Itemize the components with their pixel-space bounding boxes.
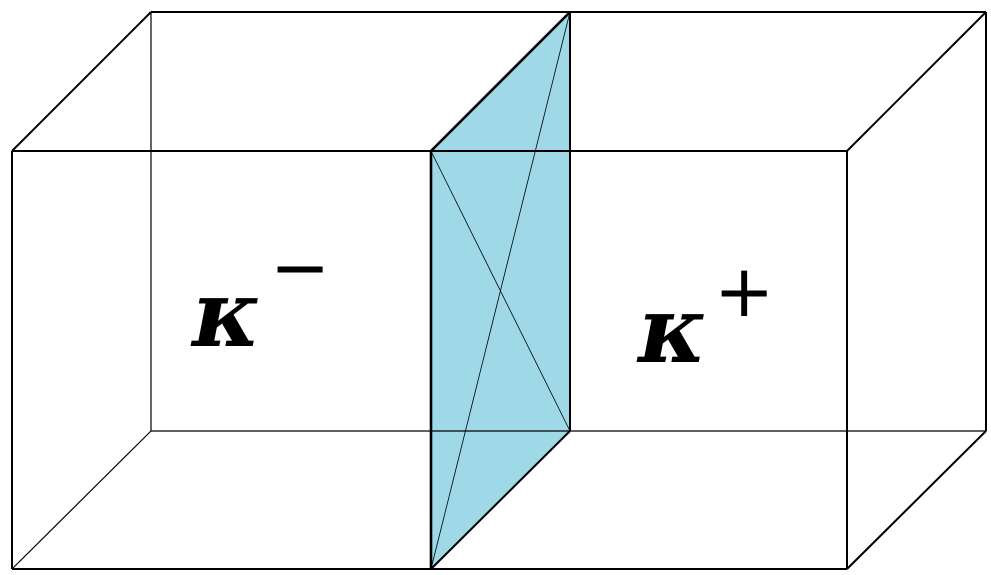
label-kappa-plus: κ + bbox=[636, 249, 774, 384]
kappa-minus-symbol: κ bbox=[190, 260, 261, 368]
kappa-plus-superscript: + bbox=[714, 249, 774, 333]
front-edges bbox=[11, 11, 987, 570]
kappa-plus-symbol: κ bbox=[636, 276, 707, 384]
label-kappa-minus: κ − bbox=[190, 225, 330, 368]
kappa-minus-superscript: − bbox=[270, 225, 330, 309]
interface-diagonals bbox=[430, 11, 571, 570]
